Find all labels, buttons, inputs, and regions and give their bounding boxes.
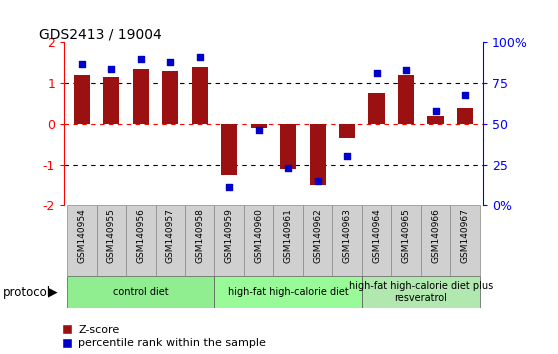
Bar — [303, 205, 333, 276]
Text: GSM140962: GSM140962 — [313, 208, 322, 263]
Text: GSM140956: GSM140956 — [136, 208, 145, 263]
Bar — [185, 205, 214, 276]
Bar — [280, 124, 296, 169]
Point — [283, 165, 292, 171]
Point — [78, 61, 86, 67]
Legend: Z-score, percentile rank within the sample: Z-score, percentile rank within the samp… — [61, 325, 266, 348]
Bar — [214, 276, 362, 308]
Bar — [457, 108, 473, 124]
Point — [402, 67, 411, 73]
Bar — [103, 77, 119, 124]
Point — [372, 70, 381, 76]
Bar — [398, 75, 414, 124]
Bar — [421, 205, 450, 276]
Bar — [362, 276, 480, 308]
Text: GSM140957: GSM140957 — [166, 208, 175, 263]
Point — [107, 66, 116, 72]
Point — [136, 56, 145, 62]
Bar — [133, 69, 149, 124]
Text: protocol: protocol — [3, 286, 51, 298]
Text: GSM140965: GSM140965 — [402, 208, 411, 263]
Text: ▶: ▶ — [48, 286, 58, 298]
Point — [195, 54, 204, 60]
Point — [254, 127, 263, 133]
Bar — [368, 93, 384, 124]
Text: GSM140961: GSM140961 — [283, 208, 292, 263]
Bar — [156, 205, 185, 276]
Bar — [97, 205, 126, 276]
Point — [225, 184, 234, 190]
Bar — [310, 124, 326, 185]
Bar — [362, 205, 391, 276]
Text: GSM140964: GSM140964 — [372, 208, 381, 263]
Point — [343, 154, 352, 159]
Text: GSM140954: GSM140954 — [78, 208, 86, 263]
Bar — [273, 205, 303, 276]
Bar — [391, 205, 421, 276]
Text: GSM140958: GSM140958 — [195, 208, 204, 263]
Text: GSM140966: GSM140966 — [431, 208, 440, 263]
Bar — [221, 124, 237, 175]
Point — [313, 178, 322, 184]
Point — [460, 92, 469, 97]
Bar — [427, 116, 444, 124]
Point — [166, 59, 175, 65]
Text: GSM140960: GSM140960 — [254, 208, 263, 263]
Text: GSM140967: GSM140967 — [460, 208, 469, 263]
Bar — [191, 67, 208, 124]
Bar — [339, 124, 355, 138]
Text: high-fat high-calorie diet plus
resveratrol: high-fat high-calorie diet plus resverat… — [349, 281, 493, 303]
Text: GSM140955: GSM140955 — [107, 208, 116, 263]
Bar — [74, 75, 90, 124]
Bar — [333, 205, 362, 276]
Text: GSM140963: GSM140963 — [343, 208, 352, 263]
Bar — [67, 276, 214, 308]
Bar — [450, 205, 480, 276]
Bar — [214, 205, 244, 276]
Text: control diet: control diet — [113, 287, 169, 297]
Bar — [251, 124, 267, 128]
Bar — [67, 205, 97, 276]
Bar — [162, 71, 179, 124]
Text: high-fat high-calorie diet: high-fat high-calorie diet — [228, 287, 349, 297]
Text: GDS2413 / 19004: GDS2413 / 19004 — [39, 27, 162, 41]
Point — [431, 108, 440, 114]
Bar — [126, 205, 156, 276]
Bar — [244, 205, 273, 276]
Text: GSM140959: GSM140959 — [225, 208, 234, 263]
